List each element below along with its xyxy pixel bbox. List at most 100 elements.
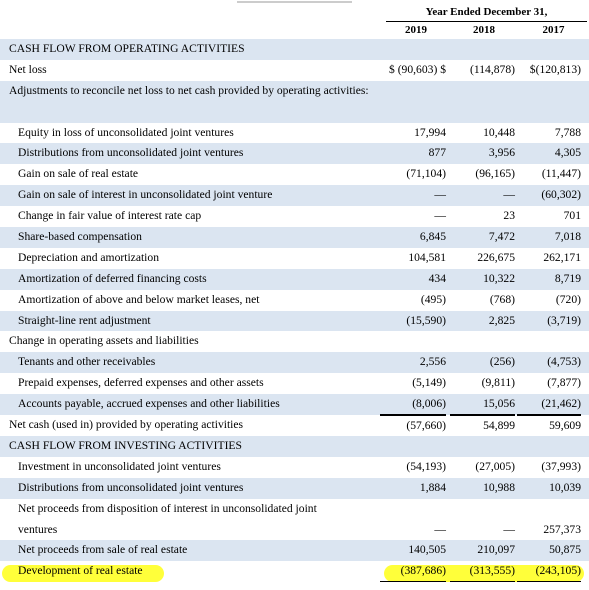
row-value: $(120,813) xyxy=(529,62,581,76)
row-value: (720) xyxy=(555,292,581,306)
row-value: 701 xyxy=(563,209,581,223)
row-label: Depreciation and amortization xyxy=(18,250,159,264)
table-row: Development of real estate (387,686) (313,… xyxy=(0,561,589,583)
table-row: Net proceeds from disposition of interes… xyxy=(0,499,589,541)
row-label: Development of real estate xyxy=(18,564,143,578)
row-label: Prepaid expenses, deferred expenses and … xyxy=(18,376,264,390)
row-value: (27,005) xyxy=(475,459,515,473)
row-value: (243,105) xyxy=(517,561,581,583)
year-header-2017: 2017 xyxy=(520,24,587,40)
row-value: — xyxy=(434,209,446,223)
row-value: (768) xyxy=(489,292,515,306)
row-label: Accounts payable, accrued expenses and o… xyxy=(18,397,280,411)
table-row: Adjustments to reconcile net loss to net… xyxy=(0,80,589,123)
row-value: (7,877) xyxy=(547,376,581,390)
row-value: (71,104) xyxy=(406,167,446,181)
row-value: 140,505 xyxy=(408,543,446,557)
row-label: Change in operating assets and liabiliti… xyxy=(9,334,199,348)
row-value: 7,788 xyxy=(554,125,581,139)
row-value: (96,165) xyxy=(475,167,515,181)
row-value: 262,171 xyxy=(543,250,581,264)
table-row: Net proceeds from sale of real estate 140… xyxy=(0,540,589,562)
table-row: Amortization of deferred financing costs… xyxy=(0,268,589,290)
row-label: Share-based compensation xyxy=(18,230,142,244)
year-header-2019: 2019 xyxy=(386,24,446,40)
row-value: 104,581 xyxy=(408,250,446,264)
row-value: (21,462) xyxy=(517,394,581,416)
row-value: 226,675 xyxy=(477,250,515,264)
row-value: 10,039 xyxy=(549,480,581,494)
row-label: Straight-line rent adjustment xyxy=(18,313,151,327)
table-row: Net cash (used in) provided by operating… xyxy=(0,415,589,436)
row-value: (9,811) xyxy=(481,376,515,390)
row-value: 59,609 xyxy=(517,415,581,436)
row-value: $ (90,603) $ xyxy=(389,62,446,76)
table-row: Depreciation and amortization 104,581 226,… xyxy=(0,248,589,269)
row-value: — xyxy=(434,522,446,536)
row-value: 4,305 xyxy=(554,146,581,160)
table-row: CASH FLOW FROM OPERATING ACTIVITIES xyxy=(0,39,589,60)
row-label: Investment in unconsolidated joint ventu… xyxy=(18,459,221,473)
row-value: 6,845 xyxy=(419,230,446,244)
row-label: CASH FLOW FROM OPERATING ACTIVITIES xyxy=(9,42,245,55)
row-label: Distributions from unconsolidated joint … xyxy=(18,146,244,160)
row-value: 257,373 xyxy=(543,522,581,536)
row-label: Tenants and other receivables xyxy=(18,355,156,369)
year-group-header: Year Ended December 31, xyxy=(386,6,587,22)
row-value: (60,302) xyxy=(541,188,581,202)
row-value: (256) xyxy=(489,355,515,369)
year-header-2018: 2018 xyxy=(452,24,516,40)
table-row: Distributions from unconsolidated joint … xyxy=(0,477,589,499)
row-value: 434 xyxy=(428,271,446,285)
table-row: Equity in loss of unconsolidated joint v… xyxy=(0,123,589,144)
row-label: Net proceeds from sale of real estate xyxy=(18,543,188,557)
table-row: Change in operating assets and liabiliti… xyxy=(0,331,589,352)
row-value: 50,875 xyxy=(549,543,581,557)
row-value: (37,993) xyxy=(541,459,581,473)
row-label: Gain on sale of interest in unconsolidat… xyxy=(18,188,273,202)
row-value: (54,193) xyxy=(406,459,446,473)
row-value: 54,899 xyxy=(450,415,515,436)
table-row: Amortization of above and below market l… xyxy=(0,290,589,311)
row-label: Net proceeds from disposition of interes… xyxy=(18,501,317,536)
table-row: Prepaid expenses, deferred expenses and … xyxy=(0,373,589,394)
table-row: Share-based compensation 6,845 7,472 7,018 xyxy=(0,227,589,248)
row-value: (11,447) xyxy=(541,167,581,181)
row-value: 17,994 xyxy=(414,125,446,139)
highlight-mark xyxy=(384,565,584,583)
table-row: Investment in unconsolidated joint ventu… xyxy=(0,457,589,478)
row-value: (8,006) xyxy=(380,394,446,416)
table-row: Straight-line rent adjustment (15,590) 2,8… xyxy=(0,310,589,332)
table-row: Gain on sale of real estate (71,104) (96,1… xyxy=(0,164,589,185)
row-label: Gain on sale of real estate xyxy=(18,167,139,181)
table-row: Tenants and other receivables 2,556 (256) (… xyxy=(0,352,589,374)
table-row: Gain on sale of interest in unconsolidat… xyxy=(0,185,589,207)
row-value: (387,686) xyxy=(380,561,446,583)
row-value: (4,753) xyxy=(547,355,581,369)
row-value: (114,878) xyxy=(470,62,515,76)
row-value: 8,719 xyxy=(554,271,581,285)
row-value: (495) xyxy=(420,292,446,306)
row-label: Change in fair value of interest rate ca… xyxy=(18,209,202,223)
row-label: Adjustments to reconcile net loss to net… xyxy=(9,83,369,97)
row-value: (3,719) xyxy=(547,313,581,327)
row-value: (313,555) xyxy=(450,561,515,583)
table-row: Distributions from unconsolidated joint … xyxy=(0,143,589,165)
row-label: CASH FLOW FROM INVESTING ACTIVITIES xyxy=(9,438,242,452)
row-value: 877 xyxy=(428,146,446,160)
row-value: 7,472 xyxy=(488,230,515,244)
row-label: Net loss xyxy=(9,62,47,76)
table-row: CASH FLOW FROM INVESTING ACTIVITIES xyxy=(0,435,589,457)
row-value: — xyxy=(503,522,515,536)
table-row: Accounts payable, accrued expenses and o… xyxy=(0,394,589,416)
row-value: 10,988 xyxy=(483,480,515,494)
row-label: Amortization of deferred financing costs xyxy=(18,271,207,285)
row-value: 2,556 xyxy=(419,355,446,369)
row-value: 210,097 xyxy=(477,543,515,557)
statement-rows: CASH FLOW FROM OPERATING ACTIVITIES Net l… xyxy=(0,39,589,583)
row-value: 15,056 xyxy=(450,394,515,416)
row-label: Distributions from unconsolidated joint … xyxy=(18,480,244,494)
row-value: 10,322 xyxy=(483,271,515,285)
row-value: 10,448 xyxy=(483,125,515,139)
